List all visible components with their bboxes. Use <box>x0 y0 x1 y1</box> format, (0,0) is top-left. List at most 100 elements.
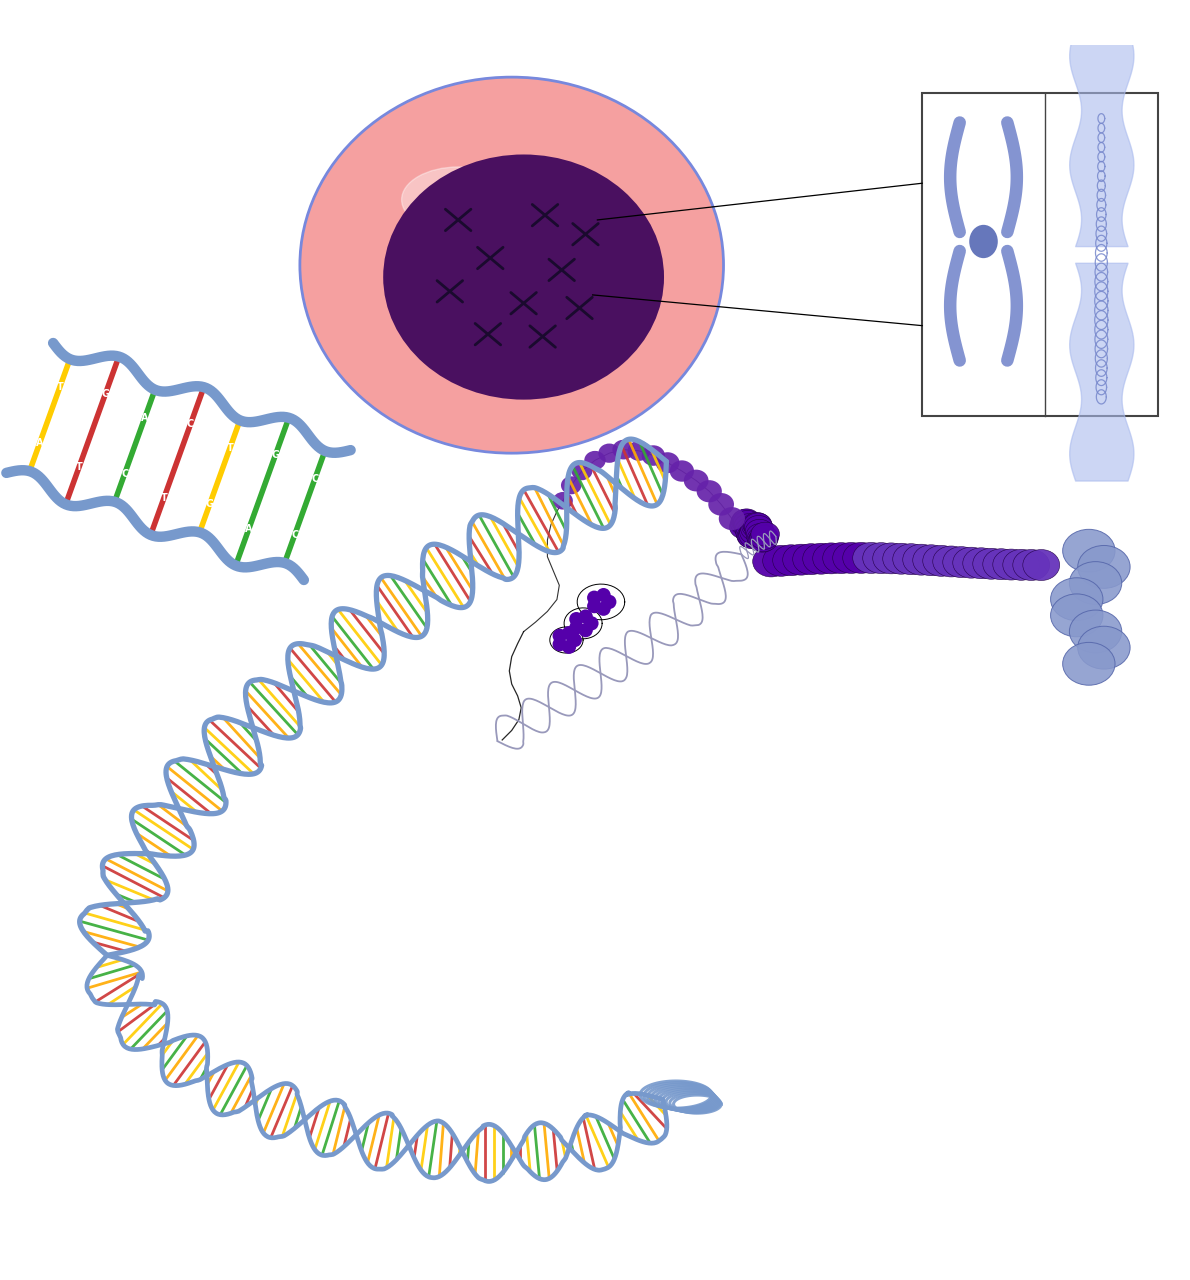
Circle shape <box>552 637 566 652</box>
Text: A: A <box>36 438 43 448</box>
Circle shape <box>569 612 583 626</box>
Ellipse shape <box>783 544 820 575</box>
Text: T: T <box>161 493 168 503</box>
Ellipse shape <box>729 515 758 539</box>
Ellipse shape <box>872 543 909 573</box>
Ellipse shape <box>656 452 679 474</box>
Ellipse shape <box>749 527 777 552</box>
Text: G: G <box>271 449 280 460</box>
Ellipse shape <box>752 547 790 577</box>
Ellipse shape <box>553 492 572 509</box>
Ellipse shape <box>793 544 829 575</box>
Ellipse shape <box>735 522 764 545</box>
Ellipse shape <box>708 493 734 516</box>
Text: A: A <box>245 524 252 534</box>
Text: T: T <box>226 443 233 453</box>
Ellipse shape <box>913 545 950 576</box>
Ellipse shape <box>743 512 771 536</box>
Ellipse shape <box>983 549 1020 580</box>
Text: A: A <box>142 412 149 422</box>
Ellipse shape <box>696 480 722 502</box>
Ellipse shape <box>734 513 763 538</box>
Ellipse shape <box>641 445 665 466</box>
Ellipse shape <box>684 470 708 492</box>
Text: C: C <box>187 419 194 429</box>
Text: C: C <box>292 530 299 540</box>
Ellipse shape <box>737 525 765 548</box>
Circle shape <box>587 590 601 605</box>
Ellipse shape <box>560 476 582 494</box>
Ellipse shape <box>739 524 768 547</box>
Ellipse shape <box>1078 545 1130 589</box>
Ellipse shape <box>853 543 890 573</box>
Ellipse shape <box>732 509 760 534</box>
Ellipse shape <box>892 544 929 575</box>
Ellipse shape <box>738 525 766 549</box>
Ellipse shape <box>735 518 764 541</box>
Ellipse shape <box>670 461 694 481</box>
Ellipse shape <box>992 549 1029 580</box>
Circle shape <box>578 623 593 637</box>
Ellipse shape <box>746 524 775 548</box>
Ellipse shape <box>751 522 779 547</box>
Ellipse shape <box>903 544 940 575</box>
Text: G: G <box>206 499 214 509</box>
Ellipse shape <box>863 543 900 573</box>
Text: T: T <box>76 462 82 472</box>
Text: G: G <box>101 389 109 398</box>
Ellipse shape <box>953 548 990 579</box>
Ellipse shape <box>922 545 959 576</box>
Ellipse shape <box>813 543 850 573</box>
Ellipse shape <box>745 516 774 539</box>
Ellipse shape <box>750 526 778 549</box>
Ellipse shape <box>1070 611 1122 653</box>
Ellipse shape <box>741 513 770 538</box>
Text: T: T <box>56 383 63 392</box>
Circle shape <box>562 626 576 640</box>
Ellipse shape <box>1078 626 1130 669</box>
Ellipse shape <box>740 517 769 540</box>
Circle shape <box>569 621 583 635</box>
Ellipse shape <box>744 513 772 536</box>
FancyBboxPatch shape <box>922 92 1158 416</box>
Circle shape <box>596 588 610 603</box>
Ellipse shape <box>1070 562 1122 604</box>
Ellipse shape <box>843 543 879 573</box>
Circle shape <box>602 595 616 609</box>
Circle shape <box>578 609 593 623</box>
Ellipse shape <box>833 543 870 573</box>
Ellipse shape <box>584 451 606 470</box>
Ellipse shape <box>733 511 762 534</box>
Circle shape <box>596 602 610 616</box>
Ellipse shape <box>933 547 970 577</box>
Ellipse shape <box>402 166 515 233</box>
Ellipse shape <box>749 529 777 552</box>
Ellipse shape <box>972 548 1009 580</box>
Ellipse shape <box>763 545 800 576</box>
Ellipse shape <box>822 543 859 573</box>
Ellipse shape <box>969 225 997 259</box>
Text: C: C <box>312 474 319 484</box>
Ellipse shape <box>1051 594 1103 636</box>
Ellipse shape <box>1063 530 1115 572</box>
Ellipse shape <box>732 509 760 532</box>
Ellipse shape <box>1013 549 1050 580</box>
Ellipse shape <box>599 444 620 463</box>
Circle shape <box>552 628 566 643</box>
Ellipse shape <box>803 543 840 575</box>
Ellipse shape <box>613 440 634 460</box>
Ellipse shape <box>883 543 920 575</box>
Ellipse shape <box>740 521 769 544</box>
Ellipse shape <box>1051 577 1103 621</box>
Circle shape <box>562 640 576 654</box>
Circle shape <box>568 632 582 648</box>
Ellipse shape <box>719 507 745 530</box>
Ellipse shape <box>300 77 724 453</box>
Circle shape <box>587 599 601 613</box>
Ellipse shape <box>1003 549 1040 580</box>
Ellipse shape <box>745 520 774 543</box>
Circle shape <box>584 616 599 631</box>
Ellipse shape <box>772 545 809 576</box>
Ellipse shape <box>731 512 759 535</box>
Text: C: C <box>121 468 129 479</box>
